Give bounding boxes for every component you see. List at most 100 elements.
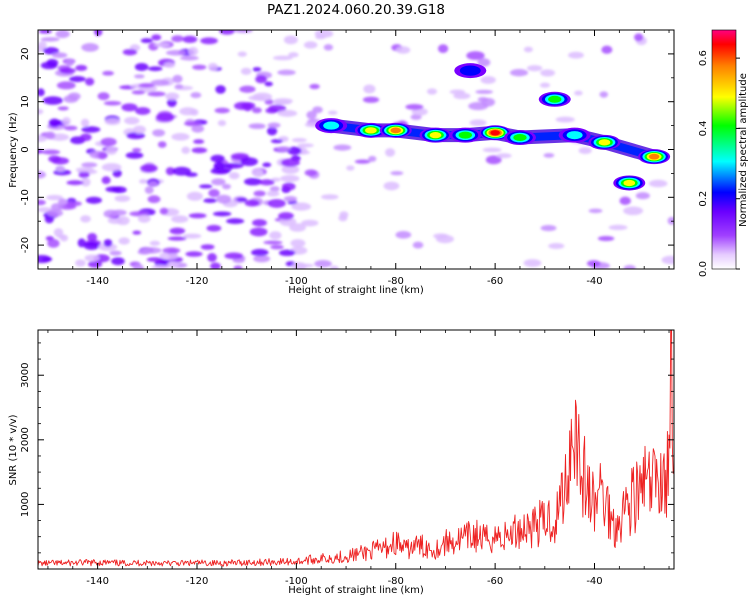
- colorbar-tick-label: 0.6: [698, 50, 709, 66]
- heatmap-noise-blob: [180, 55, 199, 61]
- heatmap-noise-blob: [38, 88, 45, 97]
- heatmap-noise-blob: [216, 194, 232, 204]
- colorbar-label: Normalized spectral amplitude: [738, 73, 749, 227]
- heatmap-noise-blob: [228, 172, 240, 180]
- heatmap-noise-blob: [266, 190, 280, 197]
- heatmap-noise-blob: [303, 41, 318, 49]
- heatmap-noise-blob: [133, 263, 144, 269]
- heatmap-noise-blob: [437, 44, 449, 54]
- heatmap-noise-blob: [53, 228, 64, 237]
- heatmap-noise-blob: [211, 178, 226, 186]
- heatmap-noise-blob: [132, 148, 142, 153]
- heatmap-noise-blob: [107, 217, 123, 224]
- heatmap-noise-blob: [171, 215, 189, 223]
- heatmap-noise-blob: [410, 114, 422, 120]
- heatmap-noise-blob: [111, 257, 125, 266]
- heatmap-noise-blob: [239, 85, 256, 93]
- heatmap-noise-blob: [46, 209, 64, 217]
- heatmap-noise-blob: [601, 45, 613, 54]
- heatmap-noise-blob: [509, 69, 529, 77]
- heatmap-noise-blob: [578, 147, 592, 155]
- heatmap-noise-blob: [270, 244, 284, 250]
- heatmap-noise-blob: [574, 90, 583, 96]
- heatmap-noise-blob: [47, 238, 60, 248]
- heatmap-noise-blob: [667, 216, 674, 225]
- heatmap-noise-blob: [56, 166, 65, 172]
- spectrogram-y-tick-label: -20: [20, 237, 31, 253]
- heatmap-noise-blob: [243, 102, 253, 112]
- heatmap-noise-blob: [101, 163, 122, 172]
- heatmap-noise-blob: [200, 244, 215, 250]
- heatmap-noise-blob: [314, 259, 332, 268]
- heatmap-noise-blob: [276, 146, 291, 152]
- heatmap-noise-blob: [280, 174, 300, 183]
- heatmap-noise-blob: [56, 81, 76, 90]
- heatmap-noise-blob: [248, 95, 266, 101]
- heatmap-noise-blob: [368, 155, 377, 162]
- snr-y-tick-label: 1000: [20, 492, 31, 517]
- heatmap-noise-blob: [159, 207, 169, 215]
- heatmap-noise-blob: [69, 75, 86, 83]
- heatmap-noise-blob: [540, 225, 557, 232]
- spectrogram-x-tick-label: -100: [285, 276, 308, 287]
- heatmap-noise-blob: [253, 190, 266, 197]
- heatmap-noise-blob: [58, 198, 68, 206]
- heatmap-noise-blob: [240, 157, 258, 166]
- heatmap-noise-blob: [190, 92, 202, 99]
- spectrogram-y-tick-label: 20: [20, 48, 31, 61]
- heatmap-noise-blob: [105, 186, 122, 193]
- heatmap-noise-blob: [288, 52, 299, 58]
- heatmap-noise-blob: [214, 107, 230, 114]
- heatmap-noise-blob: [38, 199, 46, 206]
- heatmap-noise-blob: [212, 211, 232, 217]
- heatmap-noise-blob: [40, 37, 60, 42]
- heatmap-noise-blob: [597, 235, 615, 242]
- colorbar-tick-label: 0.2: [698, 191, 709, 207]
- heatmap-noise-blob: [333, 144, 352, 151]
- heatmap-noise-blob: [236, 197, 248, 202]
- heatmap-noise-blob: [188, 46, 199, 56]
- heatmap-noise-blob: [140, 164, 158, 173]
- heatmap-noise-blob: [83, 241, 100, 250]
- heatmap-noise-blob: [103, 239, 113, 247]
- heatmap-feature-contour: [390, 127, 401, 134]
- heatmap-noise-blob: [599, 91, 609, 98]
- heatmap-noise-blob: [58, 203, 77, 210]
- heatmap-noise-blob: [122, 49, 138, 56]
- heatmap-noise-blob: [103, 209, 119, 219]
- heatmap-noise-blob: [306, 110, 317, 120]
- heatmap-noise-blob: [207, 62, 218, 72]
- heatmap-noise-blob: [40, 61, 58, 70]
- snr-x-tick-label: -140: [86, 576, 109, 587]
- heatmap-noise-blob: [215, 85, 226, 94]
- heatmap-noise-blob: [314, 30, 334, 38]
- heatmap-noise-blob: [163, 62, 176, 69]
- heatmap-noise-blob: [165, 167, 175, 176]
- heatmap-noise-blob: [588, 208, 603, 214]
- colorbar-gradient: [711, 29, 737, 270]
- heatmap-noise-blob: [449, 89, 466, 95]
- snr-x-tick-label: -100: [285, 576, 308, 587]
- heatmap-noise-blob: [59, 67, 76, 74]
- heatmap-noise-blob: [150, 79, 170, 86]
- heatmap-noise-blob: [165, 92, 180, 101]
- heatmap-noise-blob: [312, 106, 323, 114]
- spectrogram-x-axis: -140 -120 -100 -80 -60 -40: [47, 30, 670, 287]
- heatmap-noise-blob: [182, 35, 198, 44]
- colorbar-tick-label: 0.0: [698, 261, 709, 277]
- heatmap-noise-blob: [271, 177, 281, 182]
- heatmap-noise-blob: [62, 116, 71, 126]
- heatmap-noise-blob: [251, 167, 264, 177]
- heatmap-noise-blob: [390, 171, 404, 176]
- snr-y-label: SNR (10 * v/v): [8, 414, 19, 485]
- heatmap-noise-blob: [277, 69, 296, 76]
- heatmap-noise-blob: [383, 181, 400, 191]
- heatmap-noise-blob: [385, 148, 396, 157]
- heatmap-noise-blob: [166, 261, 179, 268]
- snr-x-axis: -140 -120 -100 -80 -60 -40: [47, 330, 670, 587]
- heatmap-noise-blob: [121, 103, 138, 112]
- heatmap-noise-blob: [147, 195, 161, 204]
- heatmap-noise-blob: [395, 231, 412, 239]
- heatmap-noise-blob: [65, 59, 74, 67]
- heatmap-noise-blob: [185, 251, 203, 257]
